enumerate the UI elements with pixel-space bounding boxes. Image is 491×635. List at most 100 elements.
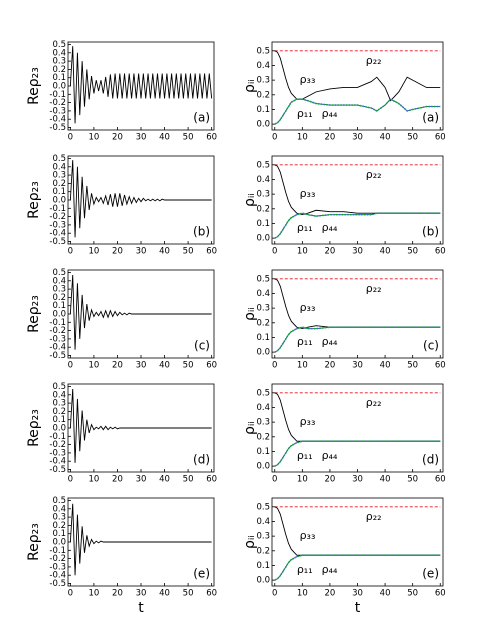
x-tick-label: 20	[112, 361, 123, 371]
x-tick-label: 10	[297, 247, 308, 257]
x-tick-label: 0	[272, 475, 277, 485]
y-tick-label: 0.4	[256, 403, 270, 413]
y-tick-label: 0.4	[52, 504, 66, 514]
x-tick-label: 30	[352, 361, 363, 371]
y-tick-label: 0.5	[256, 46, 270, 56]
y-tick-label: -0.4	[49, 457, 66, 467]
y-tick-label: 0.4	[52, 276, 66, 286]
x-tick-label: 10	[297, 361, 308, 371]
x-tick-label: 0	[272, 589, 277, 599]
series-label: ρ₂₂	[366, 396, 382, 409]
x-tick-label: 30	[136, 361, 147, 371]
y-tick-label: 0.1	[52, 529, 66, 539]
x-tick-label: 60	[206, 133, 217, 143]
x-axis-label: t	[355, 600, 361, 616]
x-tick-label: 40	[380, 475, 391, 485]
plot-frame	[67, 41, 215, 131]
y-tick-label: 0.4	[52, 390, 66, 400]
series-label: ρ₄₄	[322, 563, 338, 576]
series-label: ρ₃₃	[300, 529, 316, 542]
y-tick-label: 0.1	[256, 333, 270, 343]
y-tick-label: -0.5	[49, 465, 66, 475]
series-label: ρ₁₁	[297, 107, 313, 120]
y-tick-label: 0.0	[52, 310, 66, 320]
y-tick-label: 0.2	[256, 318, 270, 328]
series-label: ρ₃₃	[300, 187, 316, 200]
y-axis-label: Reρ₂₃	[26, 523, 42, 561]
x-tick-label: 0	[68, 475, 73, 485]
y-tick-label: 0.1	[256, 105, 270, 115]
x-tick-label: 30	[136, 475, 147, 485]
series-label: ρ₃₃	[300, 415, 316, 428]
y-tick-label: 0.3	[256, 532, 270, 542]
y-tick-label: 0.4	[256, 289, 270, 299]
x-tick-label: 40	[380, 589, 391, 599]
x-tick-label: 50	[183, 589, 194, 599]
y-tick-label: -0.3	[49, 448, 66, 458]
x-tick-label: 40	[159, 361, 170, 371]
y-tick-label: -0.2	[49, 212, 66, 222]
x-tick-label: 40	[159, 247, 170, 257]
series-label: ρ₃₃	[300, 73, 316, 86]
y-tick-label: 0.1	[52, 187, 66, 197]
x-tick-label: 0	[272, 361, 277, 371]
y-tick-label: 0.0	[256, 576, 270, 586]
x-tick-label: 50	[183, 361, 194, 371]
x-tick-label: 20	[112, 247, 123, 257]
panel-label: (c)	[194, 339, 210, 353]
series-line	[69, 160, 212, 238]
series-line	[69, 46, 213, 124]
series-line	[69, 274, 212, 350]
series-line	[274, 440, 441, 467]
y-tick-label: 0.2	[256, 546, 270, 556]
x-tick-label: 30	[352, 475, 363, 485]
y-tick-label: 0.2	[52, 521, 66, 531]
y-tick-label: 0.3	[256, 304, 270, 314]
x-tick-label: 0	[68, 247, 73, 257]
x-tick-label: 20	[112, 589, 123, 599]
x-tick-label: 60	[435, 133, 446, 143]
x-tick-label: 40	[159, 475, 170, 485]
y-tick-label: 0.1	[52, 301, 66, 311]
x-tick-label: 60	[206, 475, 217, 485]
y-tick-label: -0.4	[49, 115, 66, 125]
series-line	[274, 212, 441, 239]
series-line	[274, 50, 441, 102]
x-tick-label: 10	[88, 475, 99, 485]
y-tick-label: -0.5	[49, 123, 66, 133]
x-tick-label: 60	[206, 361, 217, 371]
series-label: ρ₁₁	[297, 563, 313, 576]
y-tick-label: 0.5	[52, 40, 66, 50]
series-label: ρ₂₂	[366, 282, 382, 295]
y-tick-label: 0.2	[52, 407, 66, 417]
y-tick-label: 0.0	[256, 348, 270, 358]
y-tick-label: 0.1	[256, 447, 270, 457]
x-tick-label: 10	[88, 247, 99, 257]
x-tick-label: 20	[325, 247, 336, 257]
x-tick-label: 60	[206, 247, 217, 257]
y-tick-label: 0.4	[52, 162, 66, 172]
x-tick-label: 0	[272, 133, 277, 143]
y-tick-label: 0.3	[256, 418, 270, 428]
series-label: ρ₄₄	[322, 221, 338, 234]
series-line	[69, 503, 212, 576]
x-axis-label: t	[138, 600, 144, 616]
x-tick-label: 0	[68, 589, 73, 599]
y-tick-label: 0.3	[256, 190, 270, 200]
x-tick-label: 10	[297, 475, 308, 485]
x-tick-label: 40	[159, 589, 170, 599]
y-tick-label: 0.5	[256, 274, 270, 284]
series-label: ρ₁₁	[297, 221, 313, 234]
x-tick-label: 20	[112, 475, 123, 485]
x-tick-label: 10	[297, 133, 308, 143]
y-tick-label: 0.3	[52, 513, 66, 523]
x-tick-label: 30	[136, 589, 147, 599]
panel-label: (c)	[423, 339, 439, 353]
x-tick-label: 0	[272, 247, 277, 257]
y-tick-label: -0.4	[49, 229, 66, 239]
x-tick-label: 20	[325, 361, 336, 371]
y-tick-label: 0.1	[256, 219, 270, 229]
series-line	[274, 98, 441, 125]
series-label: ρ₄₄	[322, 335, 338, 348]
y-tick-label: 0.0	[256, 234, 270, 244]
